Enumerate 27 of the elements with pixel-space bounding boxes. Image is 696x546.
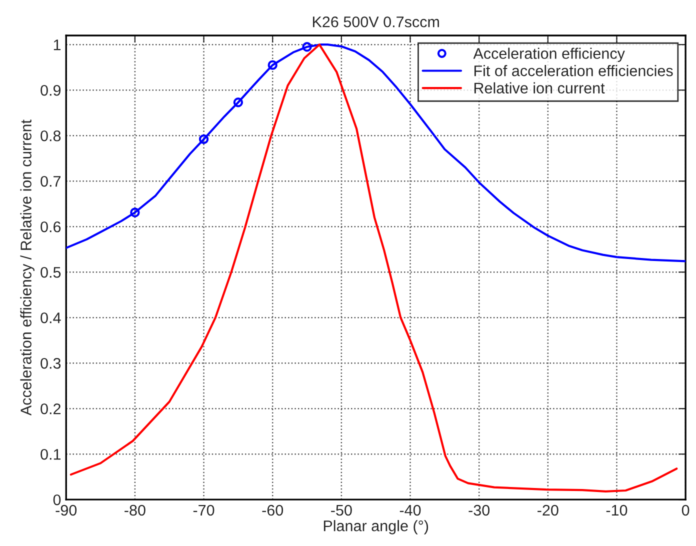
y-tick-label: 0 xyxy=(53,494,61,506)
x-tick-label: -70 xyxy=(193,504,214,516)
y-tick-label: 0.5 xyxy=(40,266,61,278)
x-tick-label: -30 xyxy=(468,504,490,516)
x-tick-label: -10 xyxy=(606,504,628,516)
y-tick-label: 1 xyxy=(54,40,61,50)
legend-label: Relative ion current xyxy=(474,82,605,94)
x-tick-label: -90 xyxy=(56,504,77,516)
x-tick-label: -40 xyxy=(400,504,421,516)
x-tick-label: -60 xyxy=(262,504,284,516)
legend-label: Fit of acceleration efficiencies xyxy=(474,65,673,76)
y-tick-label: 0.3 xyxy=(40,358,61,369)
legend-label: Acceleration efficiency xyxy=(473,48,625,62)
x-tick-label: -20 xyxy=(538,504,558,516)
y-tick-label: 0.9 xyxy=(40,84,61,96)
y-tick-label: 0.7 xyxy=(40,176,60,187)
y-tick-label: 0.2 xyxy=(40,403,60,414)
y-tick-label: 0.6 xyxy=(40,221,61,232)
x-tick-label: 0 xyxy=(682,504,690,516)
y-tick-label: 0.1 xyxy=(40,448,61,460)
x-tick-label: -50 xyxy=(331,504,352,516)
x-axis-title: Planar angle (°) xyxy=(324,520,428,534)
y-tick-label: 0.4 xyxy=(40,312,61,324)
chart-title: K26 500V 0.7sccm xyxy=(312,16,439,28)
x-tick-label: -80 xyxy=(124,504,146,516)
y-tick-label: 0.8 xyxy=(40,130,61,142)
y-axis-title: Acceleration efficiency / Relative ion current xyxy=(20,120,34,416)
